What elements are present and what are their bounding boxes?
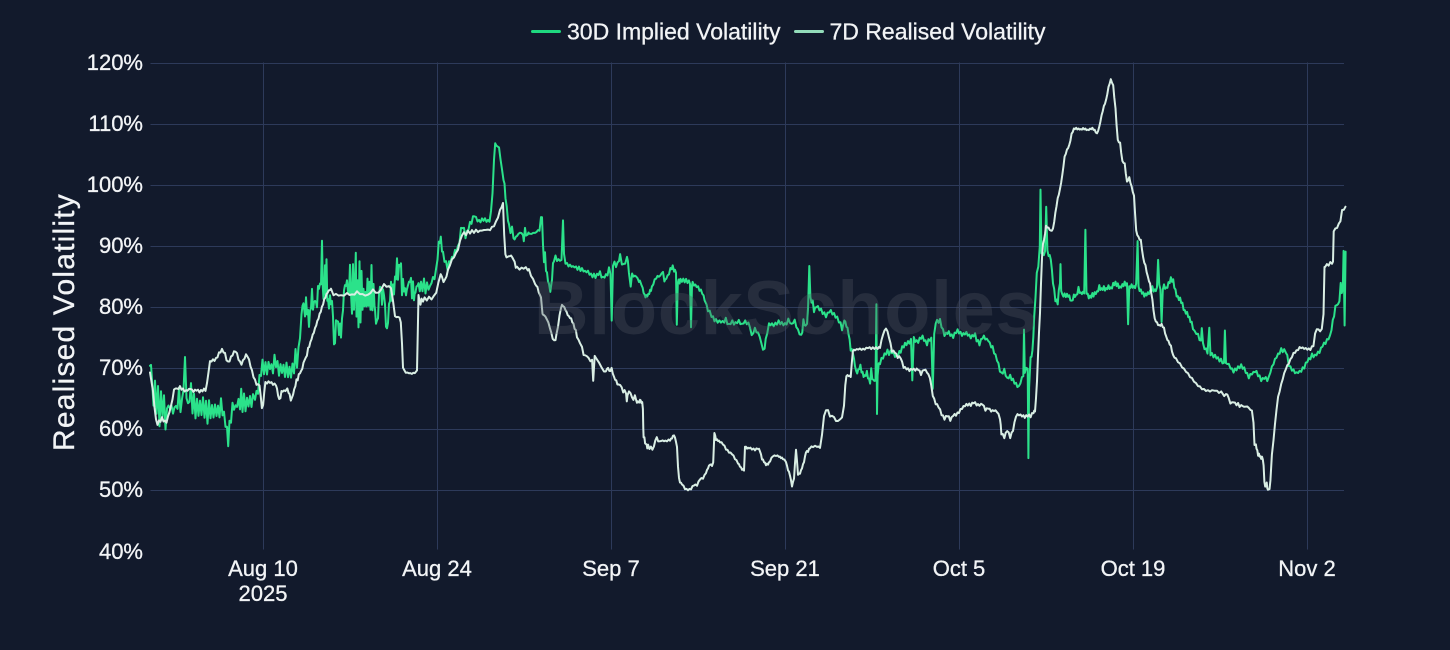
svg-text:BlockScholes: BlockScholes <box>534 266 1038 351</box>
